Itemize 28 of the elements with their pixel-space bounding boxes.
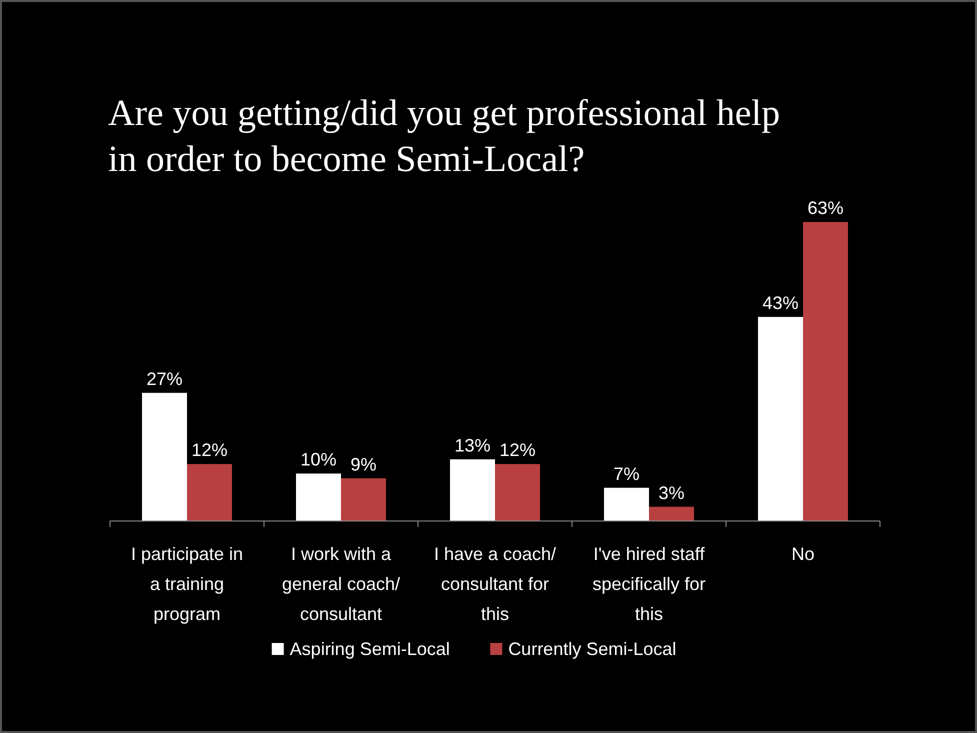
data-label: 12% bbox=[499, 440, 536, 460]
data-label: 27% bbox=[146, 368, 183, 389]
bar bbox=[649, 506, 694, 521]
data-label: 3% bbox=[658, 482, 685, 503]
data-label: 63% bbox=[807, 198, 844, 218]
bar bbox=[495, 464, 540, 521]
chart-title: Are you getting/did you get professional help in order to become Semi-Local? bbox=[108, 93, 780, 180]
x-tick-label: I work with a general coach/ consultant bbox=[282, 544, 400, 624]
data-label: 9% bbox=[350, 454, 377, 474]
bar bbox=[450, 459, 495, 521]
data-label: 13% bbox=[454, 435, 491, 456]
x-tick-label: I've hired staff specifically for this bbox=[592, 544, 706, 624]
bar bbox=[296, 474, 341, 521]
bar bbox=[142, 392, 187, 521]
bar bbox=[187, 464, 232, 521]
data-label: 10% bbox=[300, 450, 337, 470]
x-tick-label: No bbox=[791, 544, 815, 564]
data-label: 43% bbox=[762, 292, 799, 313]
data-label: 12% bbox=[191, 440, 228, 460]
x-tick-label: I participate in a training program bbox=[130, 544, 244, 624]
x-tick-label: I have a coach/ consultant for this bbox=[434, 544, 556, 624]
data-label: 7% bbox=[613, 464, 640, 484]
legend-label: Aspiring Semi-Local bbox=[290, 639, 450, 659]
legend-label: Currently Semi-Local bbox=[508, 639, 676, 659]
bar bbox=[341, 478, 386, 521]
bar bbox=[604, 488, 649, 521]
bar bbox=[758, 316, 803, 521]
bar bbox=[803, 222, 848, 521]
